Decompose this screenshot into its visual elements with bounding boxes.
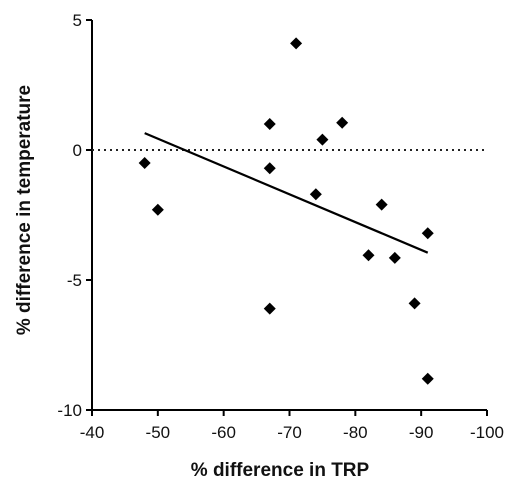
x-tick-label: -40	[80, 423, 105, 442]
x-tick-label: -100	[470, 423, 504, 442]
x-axis-label: % difference in TRP	[191, 460, 370, 481]
data-point	[375, 198, 388, 211]
data-point	[336, 116, 349, 129]
x-tick-label: -60	[211, 423, 236, 442]
x-tick-label: -90	[409, 423, 434, 442]
data-point	[290, 37, 303, 50]
data-point	[421, 372, 434, 385]
data-point	[421, 227, 434, 240]
data-point	[388, 251, 401, 264]
regression-line	[144, 132, 429, 254]
data-point	[263, 162, 276, 175]
data-point	[263, 302, 276, 315]
data-point	[316, 133, 329, 146]
data-points	[138, 37, 434, 385]
y-tick-label: -5	[67, 271, 82, 290]
tick-labels: -40 -50 -60 -70 -80 -90 -100 5 0 -5 -10	[57, 11, 504, 442]
y-axis-label: % difference in temperature	[14, 85, 35, 335]
x-tick-label: -50	[146, 423, 171, 442]
data-point	[138, 157, 151, 169]
data-point	[362, 249, 375, 262]
y-tick-label: 0	[73, 141, 82, 160]
data-point	[408, 297, 421, 310]
axes	[86, 19, 488, 416]
data-point	[263, 118, 276, 130]
data-point	[309, 188, 322, 201]
data-point	[151, 203, 164, 216]
y-tick-label: 5	[73, 11, 82, 30]
x-tick-label: -80	[343, 423, 368, 442]
y-tick-label: -10	[57, 401, 82, 420]
regression-line-layer	[144, 132, 429, 254]
x-tick-label: -70	[277, 423, 302, 442]
